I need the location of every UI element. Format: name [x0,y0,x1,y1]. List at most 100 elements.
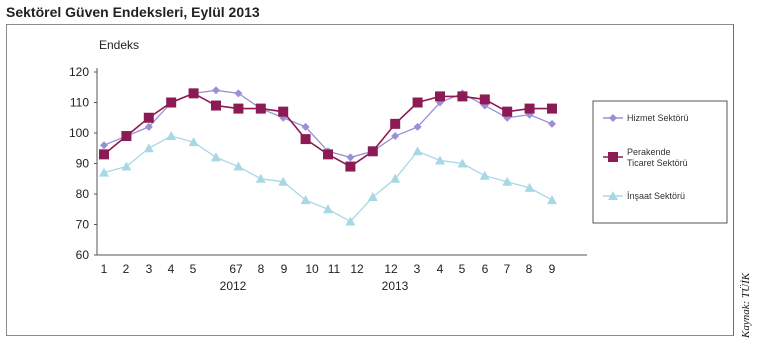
x-year-label: 2013 [382,279,409,293]
data-point [188,137,199,147]
legend-entry: İnşaat Sektörü [603,191,685,201]
legend-label: Perakende [627,147,671,157]
x-tick-label: 5 [459,262,466,276]
data-point [212,86,220,95]
x-tick-label: 9 [281,262,288,276]
data-point [143,112,154,123]
data-point [548,119,556,128]
x-tick-label: 9 [549,262,556,276]
x-tick-label: 3 [146,262,153,276]
series-group [99,86,557,226]
y-tick-label: 100 [69,126,89,140]
legend-label: İnşaat Sektörü [627,191,685,201]
x-tick-label: 12 [384,262,398,276]
data-point [255,173,266,183]
x-tick-label: 67 [229,262,243,276]
chart-title: Sektörel Güven Endeksleri, Eylül 2013 [6,4,260,20]
data-point [502,106,513,117]
y-tick-label: 90 [76,157,90,171]
data-point [502,176,513,186]
data-point [99,149,109,160]
data-point [479,94,490,105]
data-point [479,170,490,180]
legend-label: Hizmet Sektörü [627,113,689,123]
data-point [346,153,355,162]
y-axis: 60 70 80 90 100 110 120 [69,65,98,262]
data-point [233,161,244,171]
y-tick-label: 60 [76,248,90,262]
data-point [524,103,535,114]
x-tick-label: 3 [414,262,421,276]
x-tick-label: 4 [437,262,444,276]
data-point [457,91,468,102]
y-tick-label: 70 [76,218,90,232]
y-tick-label: 120 [69,65,89,79]
data-point [345,161,356,172]
data-point [300,195,311,205]
legend-entry: Hizmet Sektörü [603,113,689,123]
data-point [413,122,422,131]
data-point [300,134,311,145]
series-square [99,88,557,172]
data-point [301,122,310,131]
x-tick-label: 8 [258,262,265,276]
data-point [412,146,423,156]
x-tick-label: 10 [305,262,319,276]
data-point [188,88,199,99]
source-note: Kaynak: TÜİK [740,272,752,338]
data-point [278,176,289,186]
data-point [166,97,177,108]
data-point [144,122,153,131]
data-point [211,100,221,111]
data-point [233,103,244,114]
data-point [435,91,445,102]
data-point [278,106,289,117]
x-tick-label: 1 [101,262,108,276]
data-point [390,173,401,183]
data-point [524,182,535,192]
x-tick-label: 6 [482,262,489,276]
x-tick-label: 8 [526,262,533,276]
legend-marker [609,114,617,122]
data-point [367,146,378,157]
legend-label: Ticaret Sektörü [627,158,688,168]
chart-frame: Endeks 60 70 80 90 100 110 120 1 2 3 4 5 67 8 9 10 11 12… [6,24,734,336]
data-point [345,216,356,226]
data-point [390,118,401,129]
data-point [121,131,132,142]
series-triangle [99,131,557,226]
data-point [547,103,557,114]
data-point [435,155,445,165]
data-point [166,131,177,141]
data-point [143,143,154,153]
data-point [323,204,333,214]
data-point [547,195,557,205]
data-point [234,89,243,98]
legend-marker [608,191,618,200]
data-point [457,158,468,168]
x-tick-label: 4 [168,262,175,276]
y-axis-label: Endeks [99,38,139,52]
data-point [100,141,108,150]
x-tick-label: 2 [123,262,130,276]
data-point [121,161,132,171]
data-point [391,132,400,141]
data-point [211,152,221,162]
x-tick-label: 7 [504,262,511,276]
y-tick-label: 110 [70,96,89,110]
x-year-label: 2012 [220,279,247,293]
data-point [412,97,423,108]
x-tick-label: 5 [190,262,197,276]
x-tick-label: 11 [328,262,341,276]
data-point [99,167,109,177]
data-point [323,149,333,160]
data-point [367,192,378,202]
y-tick-label: 80 [76,187,90,201]
x-tick-label: 12 [350,262,364,276]
legend-marker [608,152,618,162]
data-point [255,103,266,114]
